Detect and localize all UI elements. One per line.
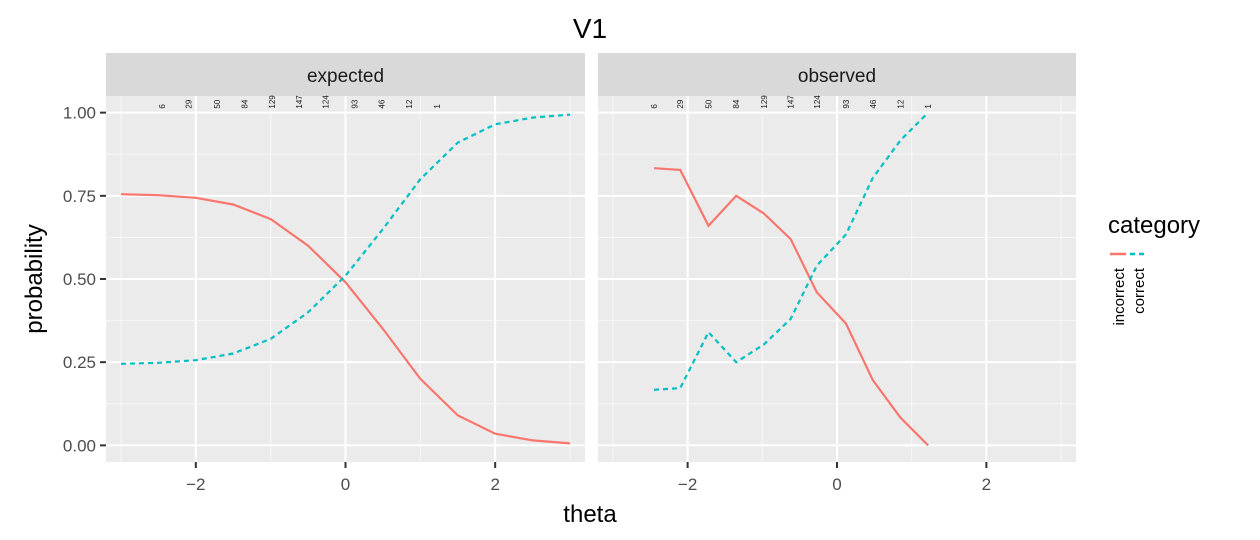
x-tick-label: 2 [982,475,991,494]
count-label: 12 [405,99,414,108]
series-correct-observed [653,111,929,391]
y-tick-label: 0.75 [63,187,96,206]
x-tick-label: 0 [341,475,350,494]
legend-entries: incorrect correct [1110,252,1148,326]
y-tick-label: 0.25 [63,353,96,372]
count-label: 6 [158,104,167,109]
count-label: 147 [787,95,796,109]
series-incorrect-expected [120,193,571,445]
count-label: 1 [433,104,442,109]
panel-expected: expected 6 29 50 84 129 147 124 93 46 12 1 −2 0 2 0.00 0… [63,53,585,494]
count-label: 129 [268,95,277,109]
count-label: 46 [869,99,878,108]
count-label: 84 [241,99,250,108]
chart-title: V1 [573,13,607,44]
count-label: 50 [213,99,222,108]
count-label: 29 [676,99,685,108]
x-tick-label: 0 [832,475,841,494]
strip-observed [598,53,1076,96]
count-label: 46 [377,99,386,108]
count-label: 12 [897,99,906,108]
y-tick-label: 1.00 [63,104,96,123]
count-label: 1 [924,104,933,109]
count-label: 129 [760,95,769,109]
legend-title: category [1108,212,1200,239]
legend-label-correct: correct [1131,267,1148,314]
x-tick-label: −2 [186,475,205,494]
count-label: 124 [813,95,822,109]
y-tick-label: 0.50 [63,270,96,289]
count-label: 93 [351,99,360,108]
count-label: 6 [650,104,659,109]
legend: category incorrect correct [1108,212,1200,326]
series-incorrect-observed [653,167,929,447]
series-correct-expected [120,113,571,365]
legend-label-incorrect: incorrect [1111,267,1128,325]
y-tick-label: 0.00 [63,436,96,455]
y-axis-label: probability [21,224,48,333]
count-label: 29 [184,99,193,108]
count-label: 93 [842,99,851,108]
count-label: 124 [321,95,330,109]
x-axis-label: theta [563,501,617,528]
count-label: 84 [732,99,741,108]
count-label: 50 [705,99,714,108]
strip-expected [106,53,585,96]
x-tick-label: 2 [490,475,499,494]
strip-label-observed: observed [798,66,876,87]
count-label: 147 [295,95,304,109]
panel-observed: observed 6 29 50 84 129 147 124 93 46 12 1 −2 0 2 [598,53,1076,494]
x-tick-label: −2 [678,475,697,494]
strip-label-expected: expected [307,66,384,87]
